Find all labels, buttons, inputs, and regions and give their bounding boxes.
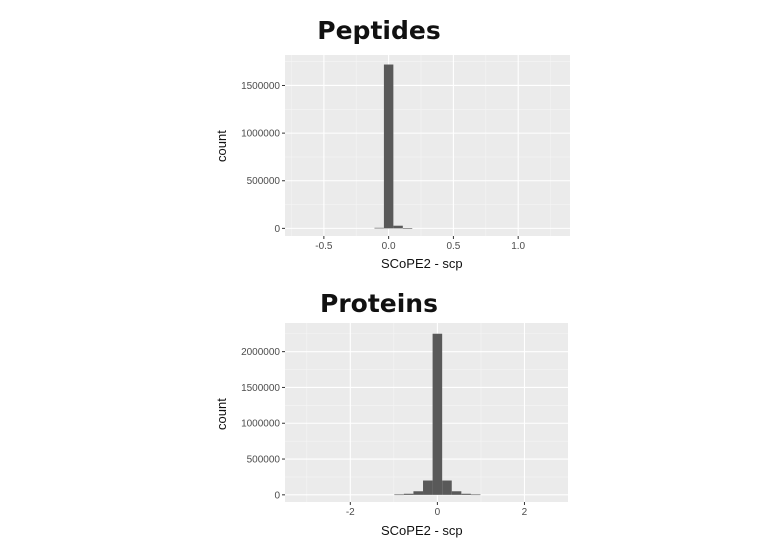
y-tick-label: 500000 bbox=[247, 176, 281, 187]
histogram-bar bbox=[393, 225, 403, 229]
x-axis-label: SCoPE2 - scp bbox=[381, 256, 463, 271]
peptides-panel: Peptides count SCoPE2 - scp bbox=[214, 16, 463, 271]
x-tick-label: -2 bbox=[346, 507, 355, 518]
y-tick-label: 500000 bbox=[247, 455, 281, 466]
proteins-panel: Proteins count SCoPE2 - scp bbox=[0, 274, 758, 548]
y-tick-label: 0 bbox=[274, 490, 280, 501]
y-tick-label: 0 bbox=[274, 224, 280, 235]
y-tick-label: 2000000 bbox=[241, 347, 280, 358]
histogram-bar bbox=[374, 227, 384, 229]
x-tick-label: 0.5 bbox=[446, 241, 460, 252]
x-axis-label: SCoPE2 - scp bbox=[381, 523, 463, 538]
histogram-bar bbox=[394, 494, 404, 496]
histogram-bar bbox=[403, 493, 414, 495]
histogram-bar bbox=[432, 333, 443, 495]
histogram-bar bbox=[461, 493, 471, 495]
histogram-bar bbox=[413, 491, 424, 495]
histogram-bar bbox=[383, 64, 394, 229]
y-tick-label: 1000000 bbox=[241, 419, 280, 430]
x-tick-label: 0.0 bbox=[382, 241, 396, 252]
y-tick-label: 1000000 bbox=[241, 129, 280, 140]
x-tick-label: -0.5 bbox=[315, 241, 333, 252]
plot-background bbox=[285, 323, 568, 502]
x-tick-label: 1.0 bbox=[511, 241, 525, 252]
histogram-bar bbox=[451, 491, 462, 495]
y-tick-label: 1500000 bbox=[241, 81, 280, 92]
histogram-bar bbox=[442, 480, 452, 495]
histogram-bar bbox=[470, 494, 481, 496]
histogram-bar bbox=[423, 480, 433, 495]
chart-title: Proteins bbox=[320, 289, 438, 318]
chart-title: Peptides bbox=[317, 16, 441, 45]
x-tick-label: 0 bbox=[435, 507, 441, 518]
histogram-bar bbox=[402, 228, 413, 229]
y-tick-label: 1500000 bbox=[241, 383, 280, 394]
x-tick-label: 2 bbox=[522, 507, 528, 518]
